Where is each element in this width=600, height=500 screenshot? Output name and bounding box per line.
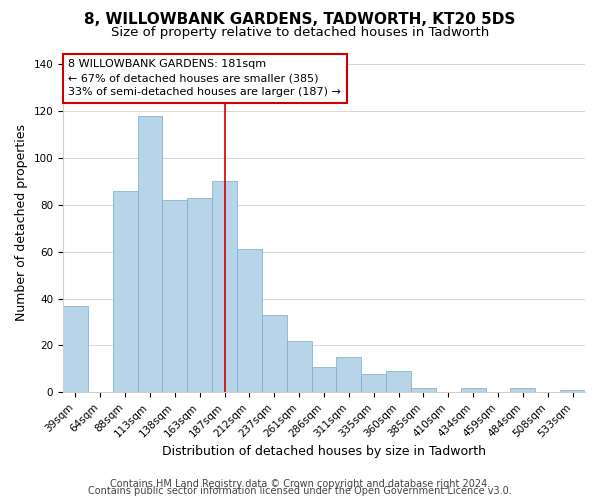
Bar — [386, 372, 411, 392]
Bar — [163, 200, 187, 392]
Bar — [560, 390, 585, 392]
Bar — [187, 198, 212, 392]
Text: Contains public sector information licensed under the Open Government Licence v3: Contains public sector information licen… — [88, 486, 512, 496]
Bar — [212, 182, 237, 392]
Bar — [511, 388, 535, 392]
Bar — [63, 306, 88, 392]
Bar — [461, 388, 485, 392]
Bar — [137, 116, 163, 392]
Bar — [113, 191, 137, 392]
Text: Size of property relative to detached houses in Tadworth: Size of property relative to detached ho… — [111, 26, 489, 39]
Bar — [411, 388, 436, 392]
Text: Contains HM Land Registry data © Crown copyright and database right 2024.: Contains HM Land Registry data © Crown c… — [110, 479, 490, 489]
Bar — [337, 357, 361, 392]
Bar — [311, 366, 337, 392]
Bar — [287, 341, 311, 392]
X-axis label: Distribution of detached houses by size in Tadworth: Distribution of detached houses by size … — [162, 444, 486, 458]
Y-axis label: Number of detached properties: Number of detached properties — [15, 124, 28, 321]
Bar — [262, 315, 287, 392]
Text: 8, WILLOWBANK GARDENS, TADWORTH, KT20 5DS: 8, WILLOWBANK GARDENS, TADWORTH, KT20 5D… — [85, 12, 515, 28]
Text: 8 WILLOWBANK GARDENS: 181sqm
← 67% of detached houses are smaller (385)
33% of s: 8 WILLOWBANK GARDENS: 181sqm ← 67% of de… — [68, 60, 341, 98]
Bar — [361, 374, 386, 392]
Bar — [237, 250, 262, 392]
